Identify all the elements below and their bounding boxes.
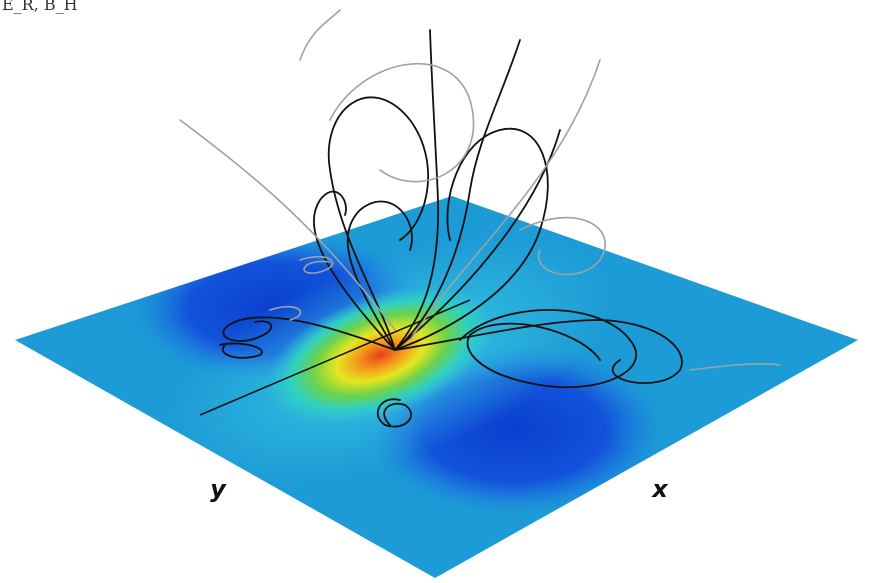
y-axis-label: y [210, 475, 227, 503]
field-figure: E_R, B_H y x [0, 0, 871, 583]
corner-label: E_R, B_H [2, 0, 78, 14]
x-axis-label: x [651, 475, 669, 503]
